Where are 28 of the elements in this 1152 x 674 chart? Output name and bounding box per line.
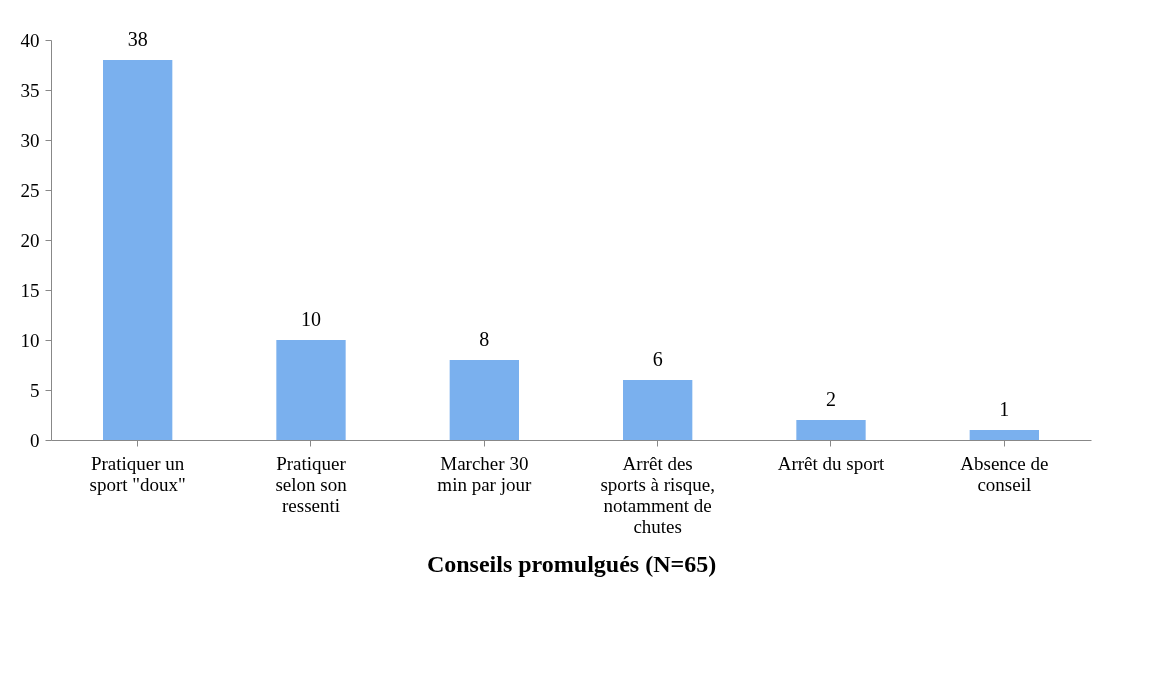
- y-tick-label: 25: [20, 179, 40, 201]
- y-tick-label: 20: [20, 229, 40, 251]
- bar: [623, 380, 693, 440]
- y-tick-label: 0: [30, 429, 40, 451]
- y-tick-label: 15: [20, 279, 40, 301]
- y-tick-label: 30: [20, 129, 40, 151]
- data-label: 10: [301, 308, 321, 330]
- y-tick-label: 40: [20, 29, 40, 51]
- bar: [969, 430, 1039, 440]
- data-label: 1: [999, 398, 1010, 420]
- bar: [276, 340, 346, 440]
- x-tick-label: Pratiquer un sport "doux": [89, 452, 186, 495]
- x-axis-title: Conseils promulgués (N=65): [426, 550, 717, 577]
- data-label: 6: [652, 348, 663, 370]
- x-tick-label: Absence de conseil: [960, 452, 1049, 495]
- data-label: 38: [127, 28, 148, 50]
- bar: [103, 60, 173, 440]
- x-tick-label: Marcher 30 min par jour: [437, 452, 532, 495]
- x-tick-label: Arrêt des sports à risque, notamment de chutes: [600, 452, 715, 537]
- bar: [796, 420, 866, 440]
- bar: [449, 360, 519, 440]
- x-tick-label: Pratiquer selon son ressenti: [275, 452, 348, 516]
- data-label: 8: [479, 328, 490, 350]
- data-label: 2: [826, 388, 836, 410]
- y-tick-label: 10: [20, 329, 40, 351]
- y-tick-label: 35: [20, 79, 40, 101]
- x-tick-label: Arrêt du sport: [777, 452, 886, 474]
- y-tick-label: 5: [30, 379, 40, 401]
